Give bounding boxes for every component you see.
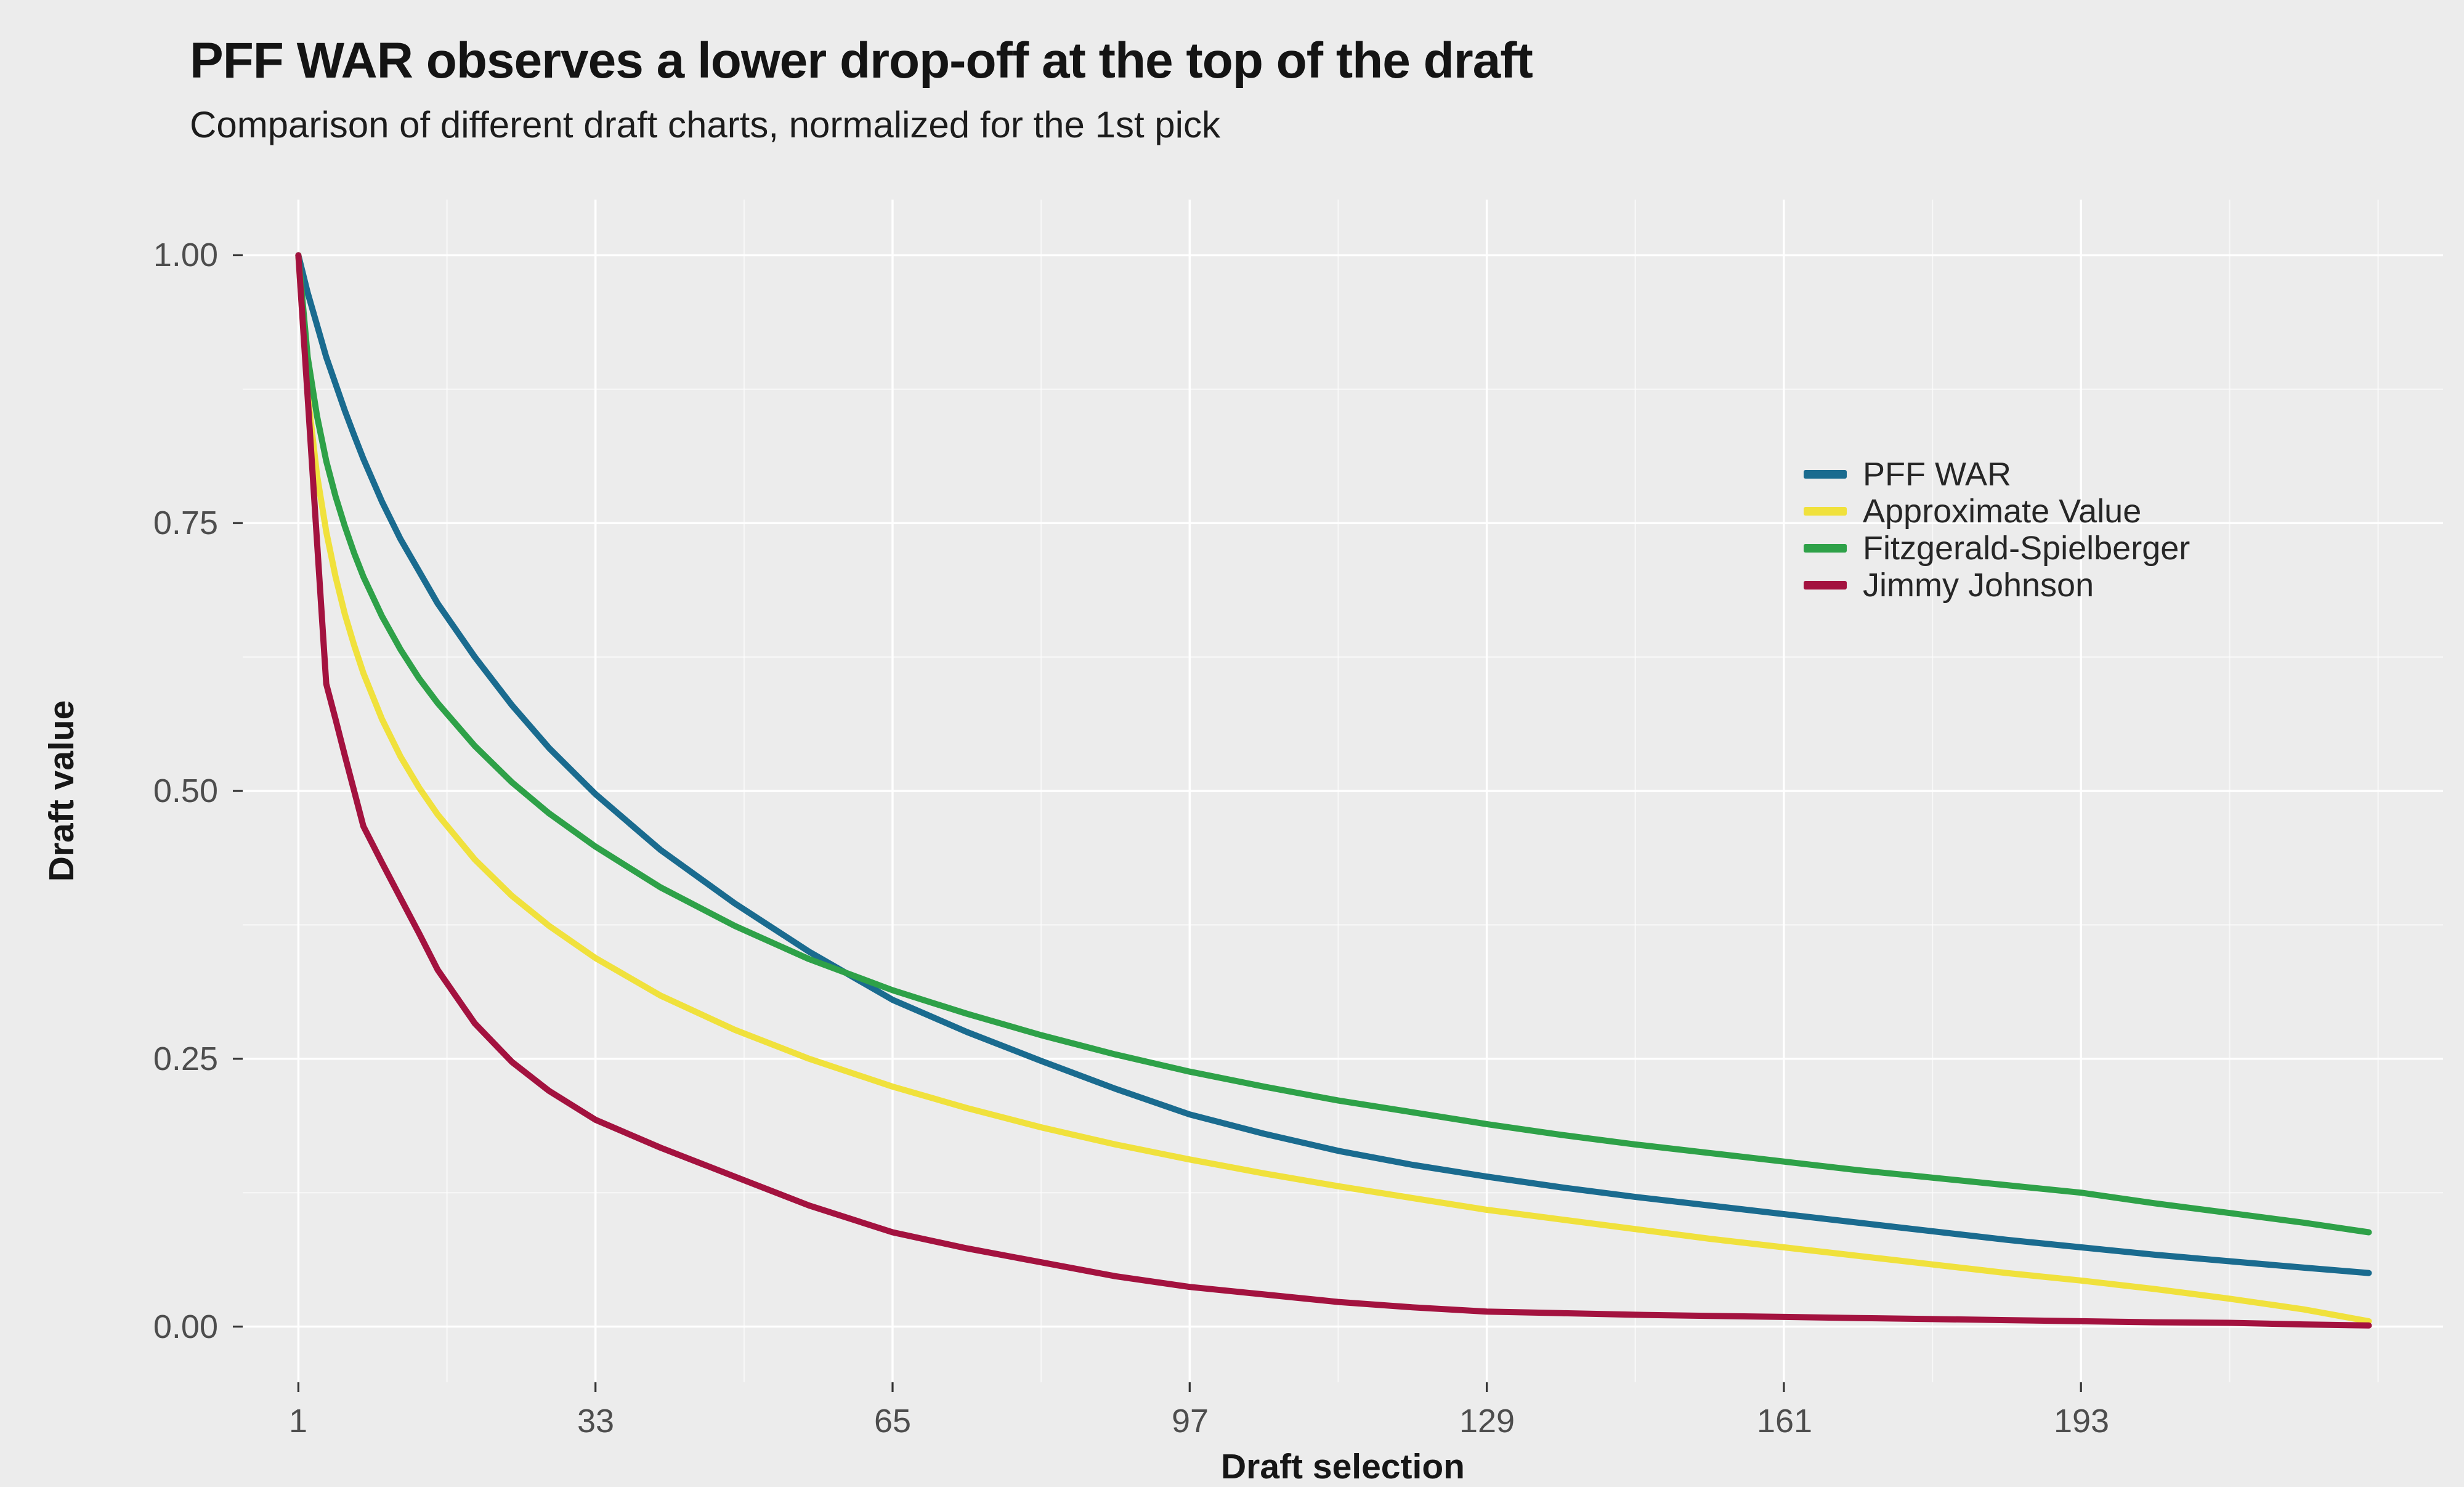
legend-swatch: [1804, 581, 1847, 590]
legend-swatch: [1804, 507, 1847, 516]
x-tick-label: 129: [1459, 1403, 1515, 1440]
chart-title: PFF WAR observes a lower drop-off at the…: [190, 33, 1533, 89]
y-tick-label: 1.00: [153, 237, 218, 273]
legend-label: Jimmy Johnson: [1863, 567, 2094, 604]
y-tick-label: 0.00: [153, 1308, 218, 1345]
y-axis-title: Draft value: [42, 700, 81, 882]
x-axis-title: Draft selection: [1221, 1447, 1465, 1486]
legend-label: Fitzgerald-Spielberger: [1863, 530, 2190, 567]
x-tick-label: 33: [577, 1403, 615, 1440]
x-tick-label: 1: [288, 1403, 308, 1440]
legend-label: Approximate Value: [1863, 493, 2142, 530]
legend-item: PFF WAR: [1804, 456, 2190, 493]
legend-item: Fitzgerald-Spielberger: [1804, 530, 2190, 567]
chart-subtitle: Comparison of different draft charts, no…: [190, 104, 1220, 145]
legend-swatch: [1804, 544, 1847, 553]
x-tick-label: 161: [1756, 1403, 1813, 1440]
y-tick-label: 0.50: [153, 772, 218, 809]
legend-item: Approximate Value: [1804, 493, 2190, 530]
legend-swatch: [1804, 470, 1847, 479]
legend-label: PFF WAR: [1863, 456, 2011, 493]
y-tick-label: 0.25: [153, 1040, 218, 1077]
x-tick-label: 97: [1171, 1403, 1209, 1440]
x-tick-label: 65: [873, 1403, 912, 1440]
legend: PFF WAR Approximate Value Fitzgerald-Spi…: [1804, 456, 2190, 604]
x-tick-label: 193: [2053, 1403, 2110, 1440]
legend-item: Jimmy Johnson: [1804, 567, 2190, 604]
y-tick-label: 0.75: [153, 504, 218, 541]
